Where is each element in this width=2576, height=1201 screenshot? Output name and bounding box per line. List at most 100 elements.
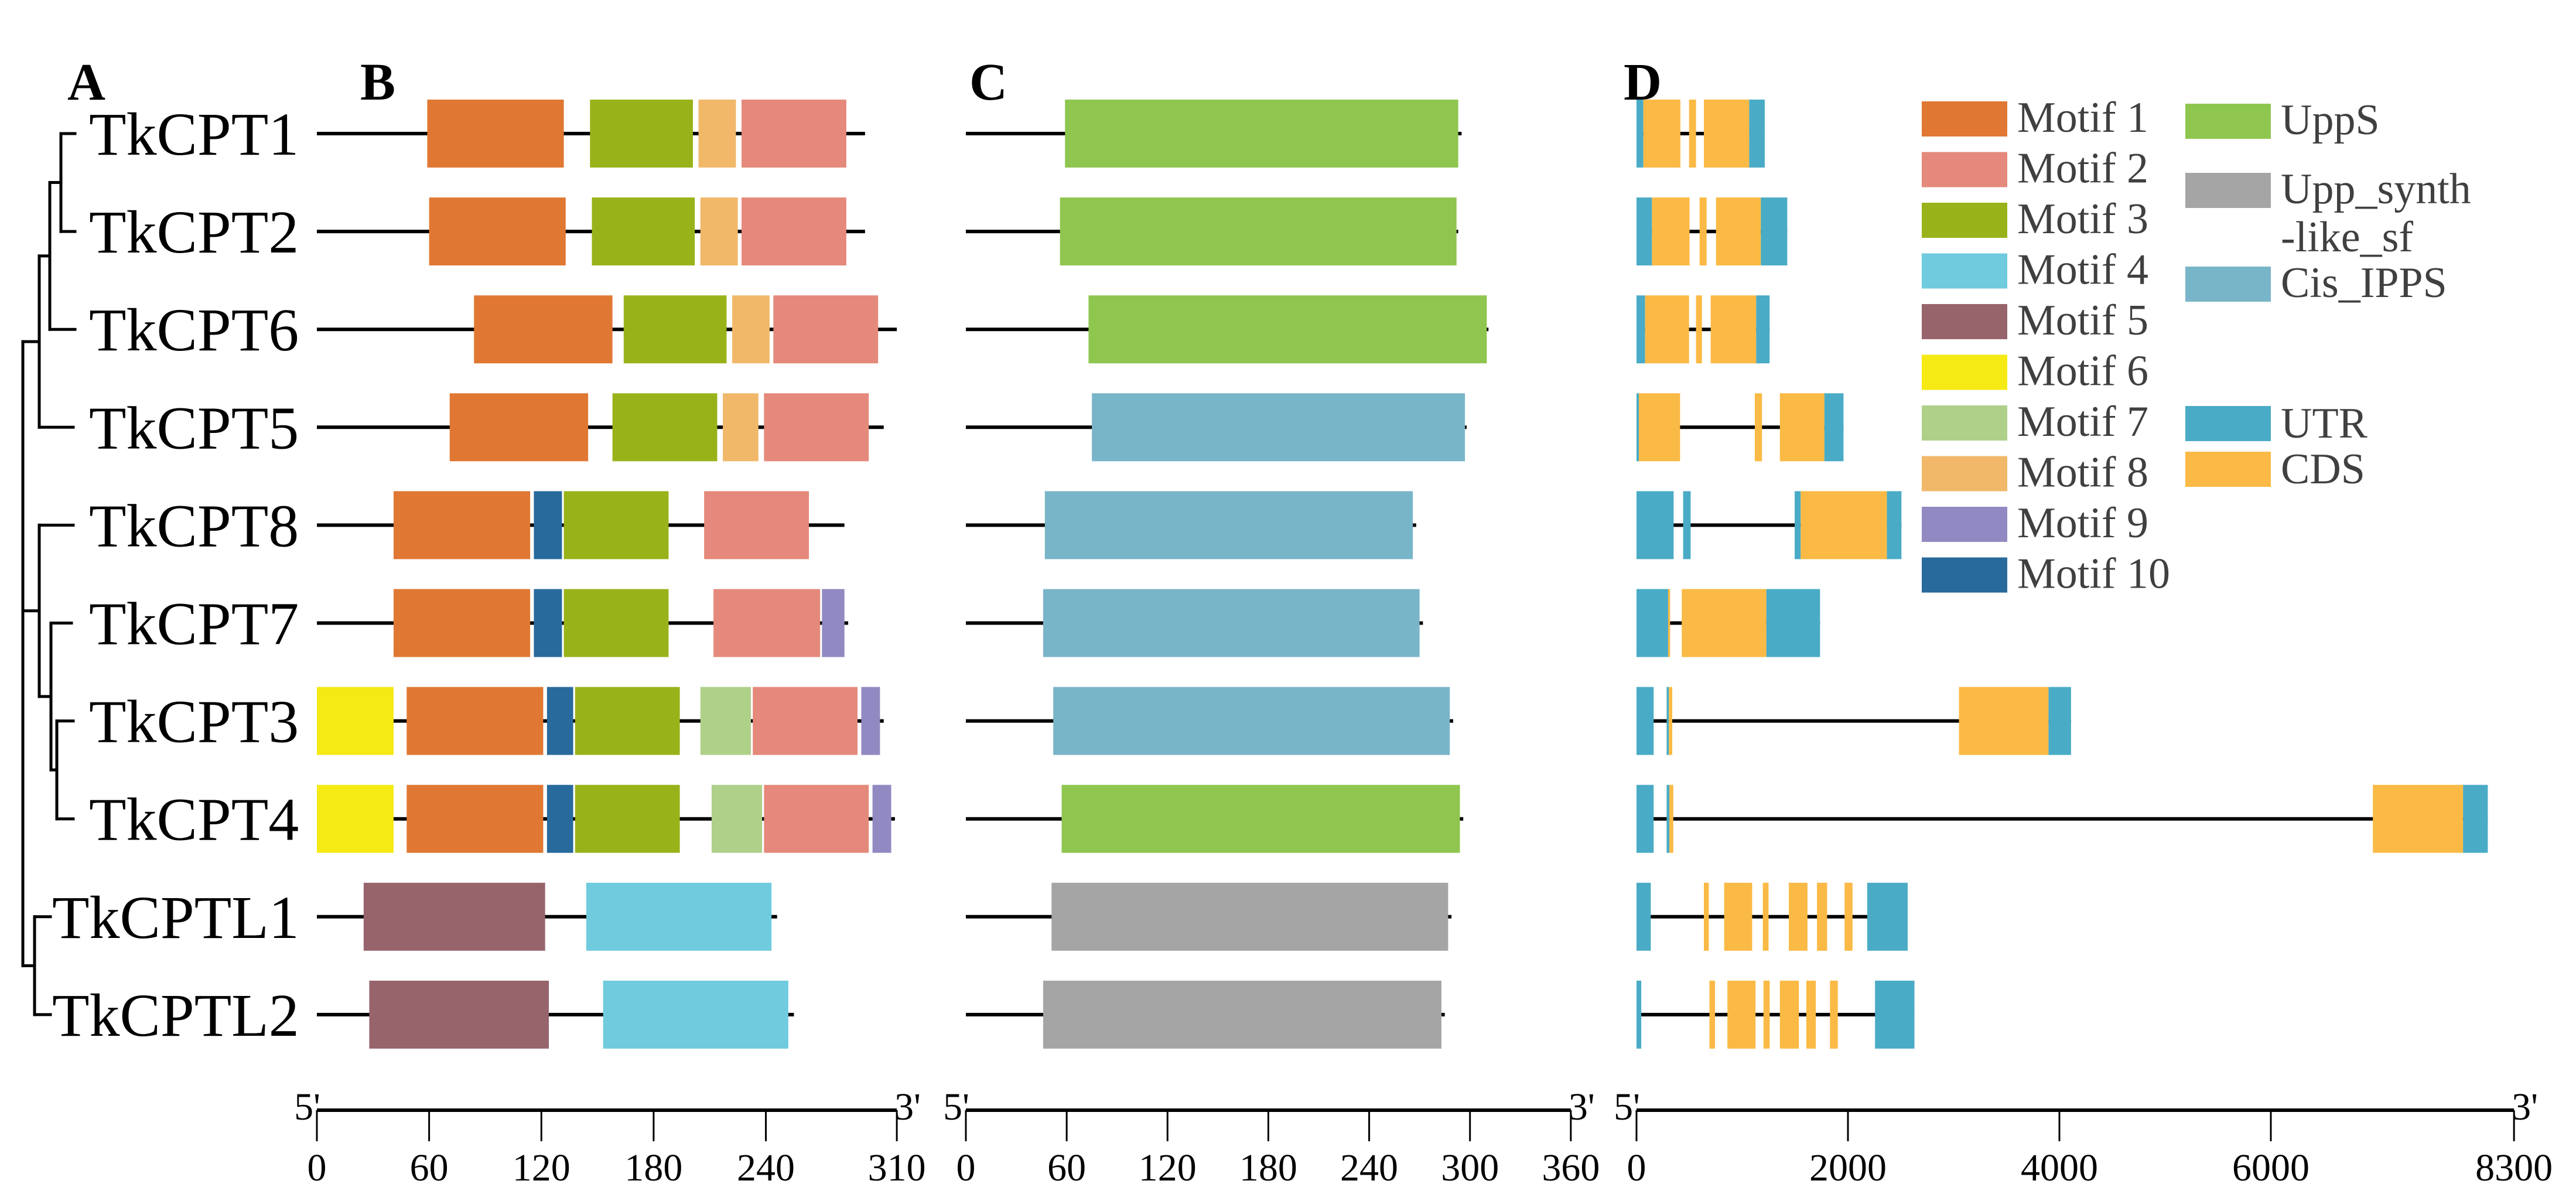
- legend-label-motif-6: Motif 6: [2017, 347, 2148, 395]
- legend-swatch-motif-8: [1922, 456, 2007, 492]
- legend-label-utr: UTR: [2281, 400, 2368, 448]
- cds-box: [1709, 980, 1716, 1049]
- cds-box: [1762, 882, 1769, 951]
- motif-4-box: [586, 882, 772, 951]
- legend-label-upps: UppS: [2281, 96, 2380, 144]
- utr-box: [1666, 784, 1670, 853]
- cds-box: [1727, 980, 1756, 1049]
- gene-label: TkCPT3: [89, 688, 299, 756]
- legend-label-cis-ipps: Cis_IPPS: [2281, 259, 2447, 307]
- gene-label: TkCPT1: [89, 101, 299, 168]
- legend-swatch-motif-7: [1922, 405, 2007, 441]
- utr-box: [1766, 589, 1820, 657]
- cds-box: [1638, 393, 1680, 462]
- motif-2-box: [753, 687, 858, 755]
- cds-box: [1716, 197, 1761, 266]
- axis-tick-label: 0: [308, 1147, 327, 1189]
- legend-swatch-motif-1: [1922, 101, 2007, 137]
- cds-box: [1703, 882, 1709, 951]
- legend-label-upp-synth-like-sf: -like_sf: [2281, 213, 2413, 261]
- utr-box: [1637, 491, 1674, 559]
- motif-3-box: [612, 393, 718, 462]
- motif-8-box: [723, 393, 759, 462]
- utr-box: [1867, 882, 1908, 951]
- upp-synth-like-sf-domain-box: [1051, 882, 1448, 951]
- cds-box: [1754, 393, 1762, 462]
- cds-box: [1789, 882, 1808, 951]
- legend-label-motif-3: Motif 3: [2017, 195, 2148, 243]
- cds-box: [1682, 589, 1767, 657]
- upps-domain-box: [1061, 784, 1460, 853]
- axis-3prime-label: 3': [894, 1086, 921, 1128]
- cis-ipps-domain-box: [1043, 589, 1420, 657]
- utr-box: [1637, 980, 1642, 1049]
- axis-tick-label: 240: [737, 1147, 795, 1189]
- legend-swatch-motif-9: [1922, 507, 2007, 542]
- legend-swatch-upps: [2185, 104, 2271, 139]
- motif-5-box: [363, 882, 545, 951]
- utr-box: [1761, 197, 1788, 266]
- motif-2-box: [764, 393, 869, 462]
- gene-label: TkCPT2: [89, 199, 299, 266]
- motif-10-box: [546, 687, 573, 755]
- legend-label-motif-5: Motif 5: [2017, 296, 2148, 344]
- motif-5-box: [369, 980, 549, 1049]
- legend-label-upp-synth-like-sf: Upp_synth: [2281, 165, 2471, 213]
- axis-tick-label: 180: [1239, 1147, 1297, 1189]
- axis-3prime-label: 3': [1569, 1086, 1595, 1128]
- axis-tick-label: 6000: [2232, 1147, 2309, 1189]
- motif-7-box: [711, 784, 763, 853]
- motif-3-box: [575, 687, 680, 755]
- legend-swatch-cds: [2185, 452, 2271, 487]
- upps-domain-box: [1088, 295, 1487, 364]
- motif-1-box: [427, 100, 564, 168]
- motif-7-box: [700, 687, 751, 755]
- utr-box: [1637, 295, 1645, 364]
- utr-box: [1637, 197, 1652, 266]
- panel-label-b: B: [360, 53, 395, 111]
- axis-tick-label: 60: [1047, 1147, 1086, 1189]
- axis-tick-label: 4000: [2021, 1147, 2098, 1189]
- cds-box: [1817, 882, 1827, 951]
- utr-box: [1637, 589, 1668, 657]
- legend-label-motif-2: Motif 2: [2017, 145, 2148, 193]
- cds-box: [1844, 882, 1853, 951]
- motif-3-box: [563, 589, 669, 657]
- legend-label-motif-7: Motif 7: [2017, 398, 2148, 446]
- motif-2-box: [764, 784, 869, 853]
- cds-box: [1959, 687, 2049, 755]
- utr-box: [1666, 687, 1669, 755]
- gene-label: TkCPTL1: [52, 884, 299, 951]
- motif-2-box: [742, 197, 846, 266]
- legend-label-motif-1: Motif 1: [2017, 94, 2148, 142]
- motif-8-box: [698, 100, 736, 168]
- motif-2-box: [773, 295, 879, 364]
- legend-swatch-motif-10: [1922, 557, 2007, 593]
- motif-10-box: [534, 491, 562, 559]
- panel-label-a: A: [67, 53, 105, 111]
- legend-swatch-motif-6: [1922, 354, 2007, 390]
- axis-tick-label: 60: [410, 1147, 449, 1189]
- cds-box: [1703, 100, 1750, 168]
- utr-box: [1637, 393, 1639, 462]
- axis-tick-label: 120: [1139, 1147, 1197, 1189]
- cds-box: [1710, 295, 1757, 364]
- motif-3-box: [623, 295, 727, 364]
- panel-label-c: C: [969, 53, 1007, 111]
- motif-1-box: [406, 784, 544, 853]
- utr-box: [1637, 687, 1654, 755]
- utr-box: [1795, 491, 1801, 559]
- motif-3-box: [590, 100, 693, 168]
- axis-tick-label: 240: [1340, 1147, 1398, 1189]
- cds-box: [1669, 784, 1673, 853]
- cds-box: [1669, 687, 1673, 755]
- legend-swatch-motif-4: [1922, 253, 2007, 289]
- motif-3-box: [592, 197, 695, 266]
- legend-label-motif-9: Motif 9: [2017, 499, 2148, 547]
- motif-8-box: [732, 295, 770, 364]
- legend-swatch-cis-ipps: [2185, 267, 2271, 302]
- utr-box: [1887, 491, 1902, 559]
- utr-box: [1756, 295, 1770, 364]
